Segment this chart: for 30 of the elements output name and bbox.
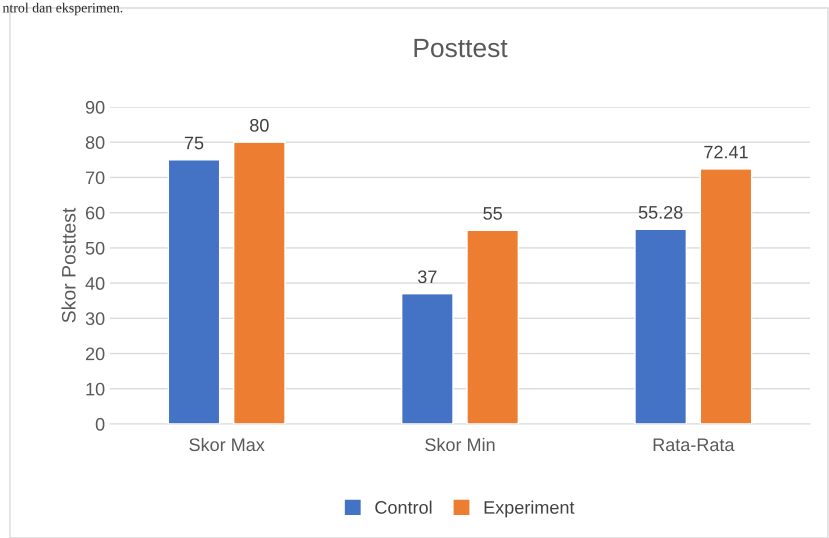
y-tick-label: 70 xyxy=(86,171,104,184)
legend-label: Experiment xyxy=(484,500,574,518)
data-label: 55.28 xyxy=(638,206,682,219)
x-tick-label: Skor Max xyxy=(189,438,265,452)
bar xyxy=(634,228,688,424)
y-tick-label: 60 xyxy=(86,206,104,220)
bar xyxy=(400,292,454,424)
data-label: 55 xyxy=(483,207,502,220)
data-label: 72.41 xyxy=(704,146,748,158)
y-tick-label: 40 xyxy=(85,277,104,290)
y-tick-label: 90 xyxy=(86,100,104,114)
x-tick-label: Rata-Rata xyxy=(654,438,734,452)
data-label: 80 xyxy=(250,118,269,132)
y-tick-label: 0 xyxy=(96,418,104,431)
bar xyxy=(168,159,220,424)
y-tick-label: 80 xyxy=(86,136,104,149)
bar xyxy=(700,168,752,424)
text: ntrol dan eksperimen. xyxy=(2,2,122,16)
data-label: 37 xyxy=(418,270,436,284)
x-tick-label: Skor Min xyxy=(425,438,494,452)
y-tick-label: 20 xyxy=(86,347,104,360)
chart-title: Posttest xyxy=(414,38,508,58)
data-label: 75 xyxy=(184,136,204,150)
bar xyxy=(232,142,286,424)
bar xyxy=(466,230,520,424)
y-tick-label: 50 xyxy=(86,242,104,255)
y-axis-title: Skor Posttest xyxy=(61,208,76,322)
legend-label: Control xyxy=(375,500,432,514)
y-tick-label: 30 xyxy=(86,312,104,326)
y-tick-label: 10 xyxy=(86,382,104,396)
